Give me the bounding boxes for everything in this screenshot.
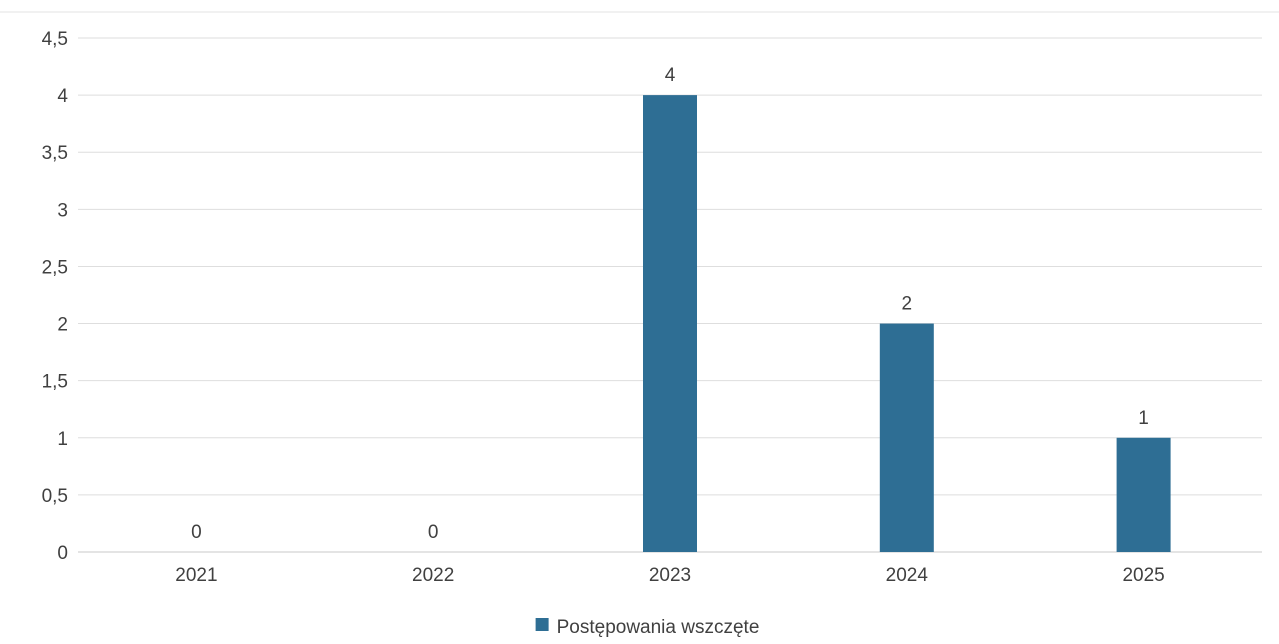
- y-tick-label: 2: [57, 315, 68, 336]
- x-tick-label-2021: 2021: [175, 565, 217, 586]
- y-tick-label: 0,5: [42, 486, 68, 507]
- y-tick-label: 2,5: [42, 257, 68, 278]
- x-tick-label-2023: 2023: [649, 565, 691, 586]
- data-label-2024: 2: [902, 294, 913, 315]
- legend-swatch-postepowania-wszczete: [535, 618, 549, 631]
- y-tick-label: 1: [57, 429, 68, 450]
- bars: [643, 95, 1171, 552]
- y-tick-label: 4,5: [42, 29, 68, 50]
- bar-2023: [643, 95, 697, 552]
- y-tick-label: 4: [57, 86, 68, 107]
- x-axis-category-labels: 2021 2022 2023 2024 2025: [175, 565, 1164, 586]
- x-tick-label-2025: 2025: [1122, 565, 1164, 586]
- legend: Postępowania wszczęte: [535, 617, 760, 638]
- legend-label-postepowania-wszczete: Postępowania wszczęte: [557, 617, 760, 638]
- x-tick-label-2022: 2022: [412, 565, 454, 586]
- y-tick-label: 1,5: [42, 372, 68, 393]
- data-label-2023: 4: [665, 65, 676, 86]
- bar-2025: [1116, 437, 1171, 552]
- data-label-2021: 0: [191, 522, 202, 543]
- y-tick-label: 3: [57, 200, 68, 221]
- data-label-2022: 0: [428, 522, 439, 543]
- x-tick-label-2024: 2024: [886, 565, 929, 586]
- y-tick-label: 3,5: [42, 143, 68, 164]
- y-axis-tick-labels: 0 0,5 1 1,5 2 2,5 3 3,5 4 4,5: [42, 29, 69, 564]
- data-labels: 0 0 4 2 1: [191, 65, 1149, 543]
- data-label-2025: 1: [1138, 408, 1149, 429]
- bar-2024: [879, 323, 934, 552]
- y-tick-label: 0: [57, 543, 68, 564]
